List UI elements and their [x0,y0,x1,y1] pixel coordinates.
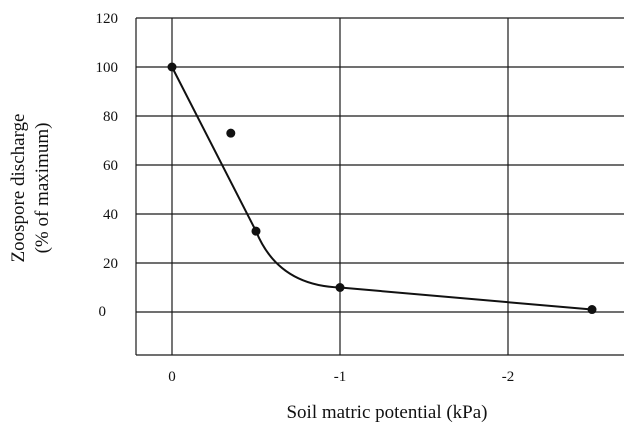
x-tick-label-neg1: -1 [334,369,347,385]
y-tick-label-60: 60 [103,158,118,174]
series-marks [167,62,597,315]
y-tick-label-40: 40 [103,207,118,223]
gridlines [136,18,624,355]
series-2-point-1 [226,128,236,138]
y-tick-label-120: 120 [96,11,119,27]
x-axis: 0 -1 -2 Soil matric potential (kPa) [168,369,514,423]
plot-area [135,17,624,356]
x-tick-label-0: 0 [168,369,176,385]
y-axis-label-line-2: (% of maximum) [32,123,53,254]
y-tick-label-20: 20 [103,256,118,272]
y-tick-label-80: 80 [103,109,118,125]
y-axis: 120 100 80 60 40 20 0 Zoospore discharge… [8,11,118,320]
series-1-point-4 [587,305,597,315]
y-axis-label-line-1: Zoospore discharge [8,114,29,263]
y-tick-label-100: 100 [96,60,119,76]
x-tick-label-neg2: -2 [502,369,515,385]
series-1-point-2 [251,226,261,236]
x-axis-label: Soil matric potential (kPa) [286,402,487,423]
series-1-line [171,66,593,311]
series-1-point-1 [167,62,177,72]
y-tick-label-0: 0 [99,304,107,320]
series-1-point-3 [335,283,345,292]
